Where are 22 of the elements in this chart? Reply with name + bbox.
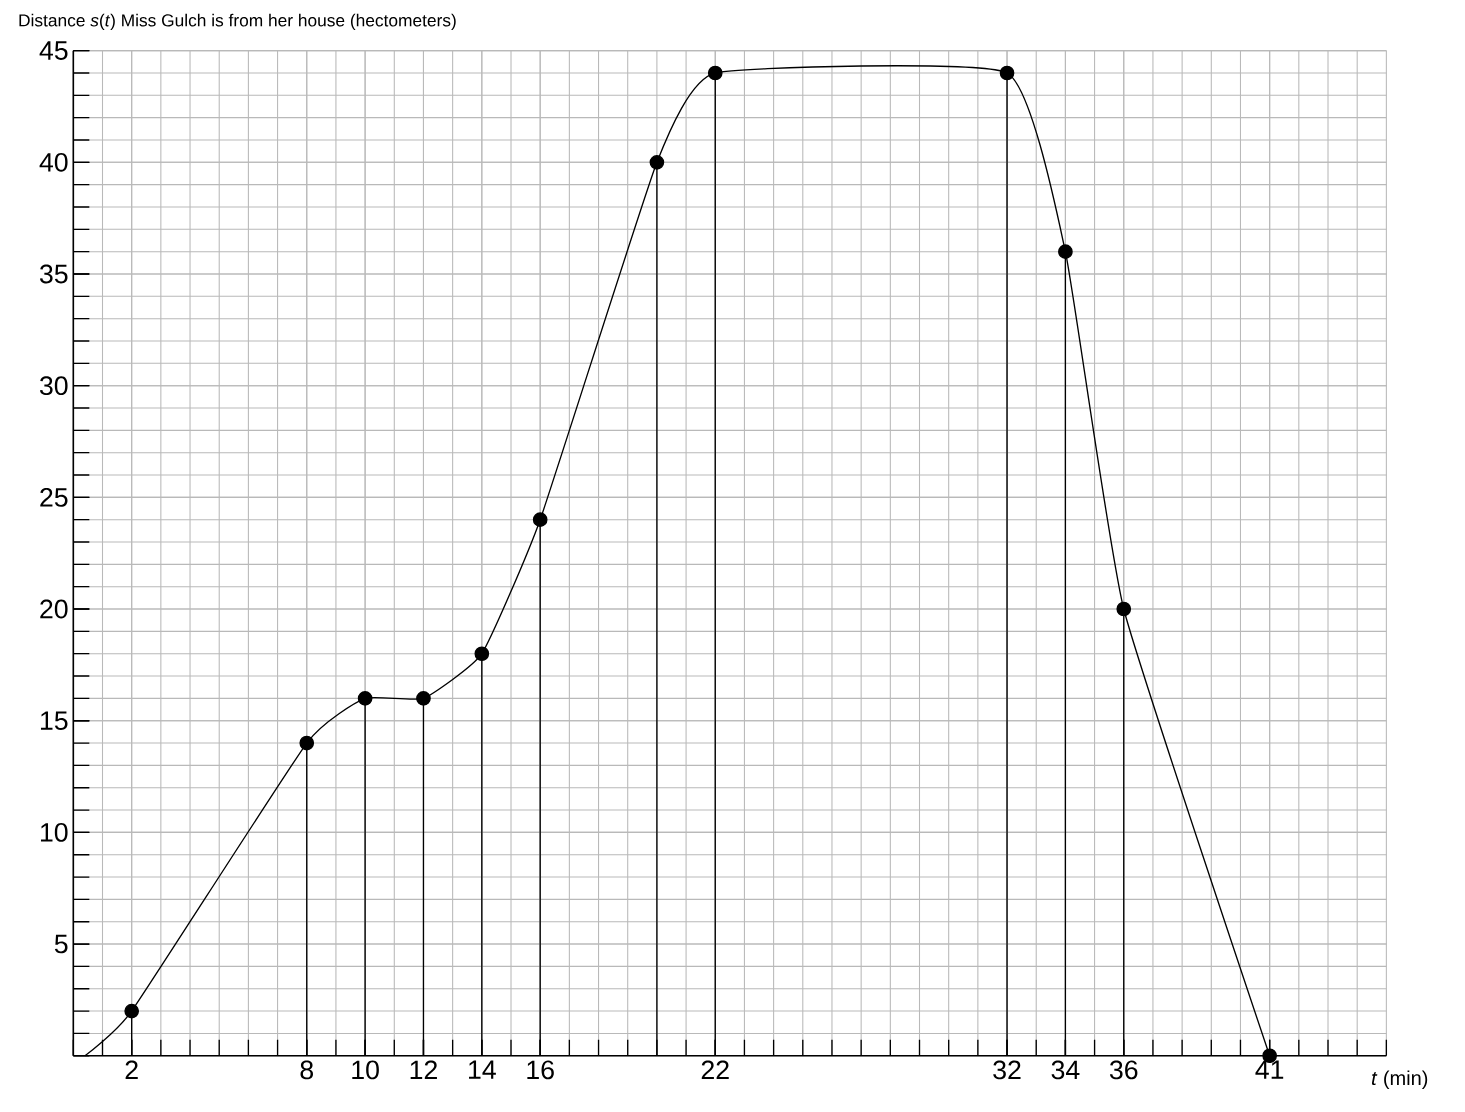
y-tick-label: 5 [54,934,68,954]
x-tick-label: 16 [527,1060,554,1080]
y-tick-label: 20 [40,599,68,619]
y-tick-label: 35 [39,264,68,284]
y-tick-label: 30 [39,376,68,396]
x-axis-title: t (min) [1371,1070,1428,1090]
x-tick-label: 34 [1051,1060,1080,1080]
x-tick-label: 2 [125,1060,138,1080]
x-tick-label: 14 [469,1060,496,1079]
y-tick-label: 25 [40,488,68,507]
x-tick-label: 36 [1109,1060,1138,1080]
chart-title: Distance s(t) Miss Gulch is from her house (hectometers) [19,13,456,31]
x-tick-label: 22 [701,1060,729,1080]
x-tick-label: 8 [300,1060,314,1080]
x-tick-label: 10 [352,1060,379,1080]
y-tick-label: 10 [40,823,68,842]
x-tick-label: 32 [993,1060,1021,1080]
y-tick-label: 45 [39,41,68,61]
x-tick-label: 12 [410,1060,437,1080]
y-tick-label: 40 [39,153,68,172]
x-tick-label: 41 [1255,1060,1284,1079]
y-tick-label: 15 [40,711,68,731]
